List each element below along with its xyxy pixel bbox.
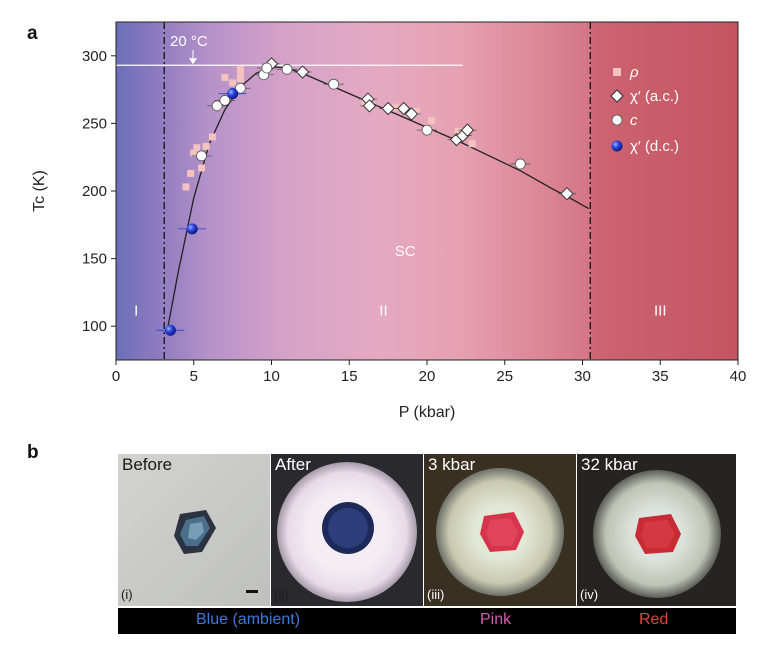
data-point-c [211, 100, 223, 112]
photo-label: After [275, 455, 311, 474]
x-tick-label: 0 [112, 368, 120, 385]
photo-label: 3 kbar [428, 455, 476, 474]
data-point-chi-ac [460, 123, 475, 137]
data-point-chi-ac [560, 186, 574, 201]
photo-3kbar: 3 kbar (iii) [424, 454, 576, 606]
data-point-rho [361, 99, 369, 107]
data-point-rho [412, 107, 420, 115]
y-tick-label: 250 [82, 115, 107, 132]
data-point-chi-dc [227, 88, 239, 100]
data-point-c [281, 63, 293, 75]
photo-number: (i) [121, 587, 133, 602]
data-point-chi-ac [295, 65, 310, 79]
data-point-rho [454, 128, 462, 136]
photo-number: (iv) [580, 587, 599, 602]
color-label-pink: Pink [480, 611, 512, 628]
legend-marker-chi-dc [611, 140, 623, 152]
photo-before: Before (i) [118, 454, 270, 606]
color-label-red: Red [639, 611, 669, 628]
y-tick-label: 100 [82, 318, 107, 335]
region-iii-shade [590, 22, 738, 360]
photo-after: After (ii) [271, 454, 423, 606]
crystal-sample-image [174, 510, 258, 593]
data-point-c [328, 78, 340, 90]
y-tick-label: 150 [82, 251, 107, 268]
data-point-chi-ac [404, 107, 419, 121]
photo-label: Before [122, 455, 173, 474]
y-tick-label: 300 [82, 48, 107, 65]
legend-marker-chi-ac [610, 89, 624, 103]
data-point-rho [208, 133, 216, 141]
diamond-cell-image [593, 470, 721, 598]
y-tick-label: 200 [82, 183, 107, 200]
diamond-cell-image [436, 468, 564, 596]
room-temperature-label: 20 °C [170, 33, 208, 50]
y-axis-label: Tc (K) [31, 170, 48, 212]
data-point-chi-dc [164, 324, 176, 336]
x-tick-label: 40 [730, 368, 747, 385]
data-point-rho [190, 149, 198, 157]
data-point-rho [468, 140, 476, 148]
color-state-bar: Blue (ambient) Pink Red [118, 608, 736, 634]
legend-marker-c [611, 114, 623, 126]
data-point-rho [182, 183, 190, 191]
x-tick-label: 15 [341, 368, 358, 385]
data-point-chi-ac [381, 101, 395, 116]
x-tick-label: 10 [263, 368, 280, 385]
photo-32kbar: 32 kbar (iv) [577, 454, 736, 606]
data-point-c [219, 95, 231, 106]
data-point-rho [236, 65, 244, 73]
data-point-c [421, 124, 433, 136]
arrow-head-icon [189, 58, 197, 65]
legend-entry: c [630, 112, 638, 129]
legend-entry: ρ [629, 64, 639, 81]
region-ii-label: II [379, 302, 387, 319]
data-point-chi-ac [396, 101, 411, 116]
data-point-rho [428, 117, 436, 125]
panel-a-letter: a [27, 23, 38, 44]
region-iii-label: III [654, 302, 667, 319]
x-tick-label: 25 [496, 368, 513, 385]
x-tick-label: 35 [652, 368, 669, 385]
data-point-rho [221, 73, 229, 81]
photo-number: (iii) [427, 587, 445, 602]
x-tick-label: 20 [419, 368, 436, 385]
data-point-c [514, 158, 526, 170]
legend-marker-rho [613, 68, 621, 76]
region-sc-label: SC [395, 243, 416, 260]
legend-entry: χ′ (a.c.) [630, 88, 679, 105]
region-i-label: I [134, 302, 138, 319]
data-point-rho [193, 144, 201, 152]
data-point-rho [236, 69, 244, 77]
data-point-chi-dc [186, 223, 198, 235]
x-tick-label: 5 [190, 368, 198, 385]
data-point-rho [187, 169, 195, 177]
legend-entry: χ′ (d.c.) [630, 138, 679, 155]
panel-b-letter: b [27, 442, 39, 463]
data-point-rho [392, 103, 400, 111]
x-axis-label: P (kbar) [399, 404, 456, 421]
plot-area [116, 22, 738, 360]
color-label-blue: Blue (ambient) [196, 611, 301, 628]
x-tick-label: 30 [574, 368, 591, 385]
data-point-rho [202, 142, 210, 150]
data-point-rho [198, 164, 206, 172]
photo-label: 32 kbar [581, 455, 638, 474]
data-point-c [261, 62, 273, 74]
diamond-cell-image [277, 462, 417, 602]
data-point-chi-ac [362, 99, 377, 113]
data-point-rho [229, 79, 237, 87]
data-point-rho [236, 75, 244, 83]
photo-number: (ii) [274, 587, 289, 602]
data-point-c [196, 150, 207, 162]
